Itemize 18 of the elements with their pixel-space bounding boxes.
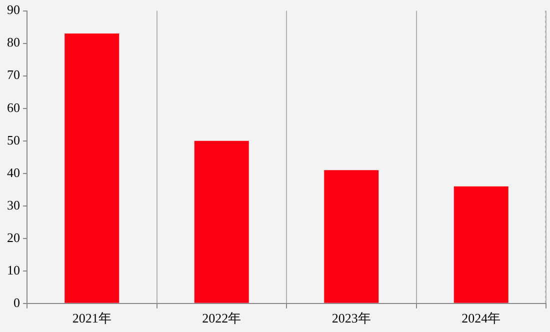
y-tick-label: 50 xyxy=(7,132,20,148)
bar xyxy=(454,186,508,303)
y-tick-label: 60 xyxy=(7,100,20,115)
y-tick-label: 10 xyxy=(7,262,20,278)
y-tick-label: 80 xyxy=(7,34,20,50)
bar xyxy=(194,140,249,303)
y-tick-label: 90 xyxy=(7,2,20,18)
y-tick-label: 0 xyxy=(14,294,20,310)
y-tick-label: 70 xyxy=(7,67,20,82)
y-tick-label: 20 xyxy=(7,230,20,245)
x-tick-label: 2023年 xyxy=(332,310,371,326)
x-tick-label: 2024年 xyxy=(462,310,501,326)
bar xyxy=(324,170,379,303)
y-tick-label: 40 xyxy=(7,164,20,180)
bar xyxy=(64,34,120,303)
x-tick-label: 2021年 xyxy=(72,310,112,326)
x-tick-label: 2022年 xyxy=(202,310,242,326)
y-tick-label: 30 xyxy=(7,197,20,212)
